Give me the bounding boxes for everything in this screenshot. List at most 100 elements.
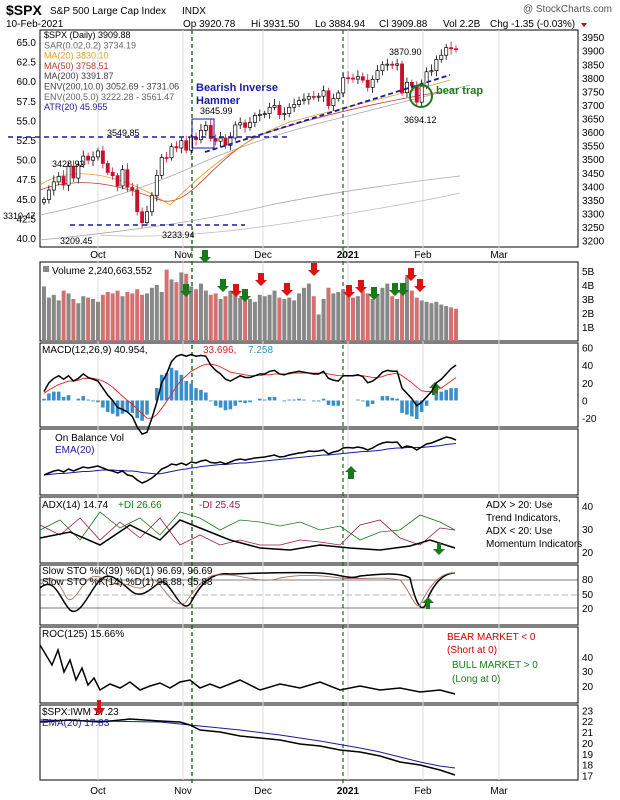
volume-bar [149,287,154,341]
volume-bar [76,303,81,341]
volume-tick: 3B [582,295,595,306]
header-low: Lo 3884.94 [315,19,365,30]
adx-line [39,519,456,551]
volume-arrows [180,250,441,479]
macd-histogram-bar [287,399,292,401]
volume-bar [169,279,174,341]
roc-legend: ROC(125) 15.66% [42,629,124,640]
candle-body [292,104,297,108]
candlestick-series [42,41,458,228]
ratio-line [39,718,456,776]
macd-histogram-bar [444,389,448,401]
volume-bar [419,300,424,341]
volume-bar [336,292,341,341]
macd-histogram-bar [410,400,414,417]
candle-body [42,199,46,203]
macd-histogram-bar [272,396,277,401]
volume-tick: 2B [582,309,595,320]
price-tick-left: 55.0 [17,116,37,127]
candle-body [331,98,336,107]
macd-histogram-bar [454,388,458,401]
candle-body [454,48,458,51]
macd-histogram-bar [302,399,306,401]
candle-body [203,125,208,131]
volume-bar [429,303,434,341]
ratio-tick: 21 [582,728,594,739]
candle-body [360,76,365,81]
candle-body [140,211,145,223]
adx-legend-2: +DI 26.66 [118,500,162,511]
month-gridlines [97,30,500,780]
x-label-top: Oct [90,250,106,261]
roc-plot: ROC(125) 15.66% BEAR MARKET < 0 (Short a… [39,629,594,695]
macd-histogram-bar [258,398,262,401]
macd-tick: -20 [582,414,597,425]
price-tick-right: 3200 [582,237,605,248]
candle-body [336,92,341,99]
macd-plot: MACD(12,26,9) 40.954, 33.696, 7.258 60 40 20 0… [42,343,597,435]
price-axes: 3950 3900 3850 3800 3750 3700 3650 3600 3550 3500… [17,33,605,247]
macd-histogram-bar [105,400,110,412]
volume-bar [385,283,390,341]
down-arrow-icon [217,279,229,292]
volume-bar [66,293,71,341]
bearish-hammer-label-2: Hammer [196,95,241,107]
macd-histogram-bar [96,400,100,403]
volume-bar [198,283,203,341]
envelope-lower-line [99,192,461,237]
roc-note-3: BULL MARKET > 0 [452,660,538,671]
price-legend-item: ENV(200,10.0) 3052.69 - 3731.06 [44,82,179,92]
macd-histogram-bar [400,400,404,413]
macd-histogram-bar [243,400,247,404]
candle-body [46,189,51,200]
volume-bar [355,296,360,341]
x-label-bottom: Mar [490,786,508,797]
macd-histogram-bar [140,400,144,421]
candle-body [306,96,311,100]
adx-note-line1: ADX > 20: Use [486,500,553,511]
candle-body [174,146,179,149]
volume-bar [238,297,243,341]
candle-body [154,175,159,197]
volume-bar [248,299,252,341]
macd-histogram-bar [336,400,341,406]
candle-body [110,172,115,177]
candle-body [287,106,292,114]
macd-histogram-bar [321,398,326,401]
volume-bar [267,294,272,341]
obv-ema-line [43,443,457,476]
volume-bar [194,289,199,341]
ratio-tick: 22 [582,717,594,728]
index-name: S&P 500 Large Cap Index [50,6,166,17]
candle-body [355,76,360,80]
macd-histogram-bar [164,373,169,401]
obv-legend-2: EMA(20) [55,445,94,456]
bear-trap-label: bear trap [436,85,483,97]
candle-body [213,138,218,142]
volume-bar [95,301,100,341]
volume-bar [213,293,218,341]
price-legend-item: SAR(0.02,0.2) 3734.19 [44,40,136,50]
price-legend-item: $SPX (Daily) 3909.88 [44,30,131,40]
macd-legend-2: 33.696, [203,345,236,356]
volume-bar [61,290,66,341]
macd-histogram-bar [390,397,395,401]
volume-bar [257,294,262,341]
macd-histogram-bar [189,383,193,401]
macd-tick: 40 [582,361,594,372]
ratio-plot: $SPX:IWM 17.23 EMA(20) 17.83 [39,700,456,776]
macd-histogram-bar [56,391,61,401]
stoch-tick-80: 80 [582,575,594,586]
macd-histogram-bar [115,400,120,417]
macd-histogram-bar [282,400,287,402]
volume-bar [174,282,179,341]
candle-body [419,85,424,103]
volume-bar [311,296,316,341]
ratio-tick: 20 [582,739,594,750]
macd-histogram-bar [169,367,174,401]
macd-histogram-bar [248,400,252,403]
macd-signal-line [43,363,457,419]
volume-bar [81,296,86,341]
x-label-bottom: Nov [174,786,192,797]
macd-histogram-bar [159,374,164,401]
